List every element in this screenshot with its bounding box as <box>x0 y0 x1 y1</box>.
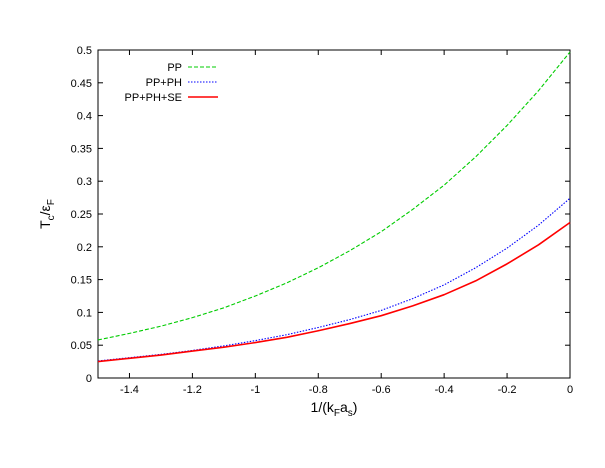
legend-label-pp: PP <box>167 62 182 74</box>
x-tick-label: -1 <box>250 384 260 396</box>
y-tick-label: 0.35 <box>71 143 92 155</box>
series-line-pp-ph <box>97 197 571 362</box>
series-line-pp-ph-se <box>97 221 571 363</box>
x-tick-label: -0.6 <box>372 384 391 396</box>
y-tick-label: 0.5 <box>77 45 92 57</box>
y-tick-label: 0.1 <box>77 307 92 319</box>
series-line-pp <box>97 51 571 341</box>
legend: PP PP+PH PP+PH+SE <box>125 62 218 104</box>
y-tick-label: 0 <box>86 373 92 385</box>
y-tick-label: 0.4 <box>77 111 92 123</box>
x-tick-label: -1.4 <box>120 384 139 396</box>
x-tick-label: 0 <box>567 384 573 396</box>
y-tick-label: 0.3 <box>77 176 92 188</box>
y-tick-label: 0.45 <box>71 78 92 90</box>
x-tick-label: -0.8 <box>309 384 328 396</box>
legend-label-pp-ph: PP+PH <box>146 77 182 89</box>
y-tick-label: 0.15 <box>71 275 92 287</box>
legend-label-pp-ph-se: PP+PH+SE <box>125 92 182 104</box>
y-tick-label: 0.05 <box>71 340 92 352</box>
y-tick-label: 0.25 <box>71 209 92 221</box>
x-tick-label: -0.4 <box>435 384 454 396</box>
series-layer <box>97 51 571 363</box>
x-tick-label: -1.2 <box>183 384 202 396</box>
y-tick-label: 0.2 <box>77 242 92 254</box>
x-axis-label: 1/(kFas) <box>311 399 358 419</box>
axis-ticks: -1.4 -1.2 -1 -0.8 -0.6 -0.4 -0.2 0 0 0.05 0.1 0.15 0… <box>71 45 573 396</box>
y-axis-label: Tc/εF <box>37 199 57 229</box>
x-tick-label: -0.2 <box>498 384 517 396</box>
